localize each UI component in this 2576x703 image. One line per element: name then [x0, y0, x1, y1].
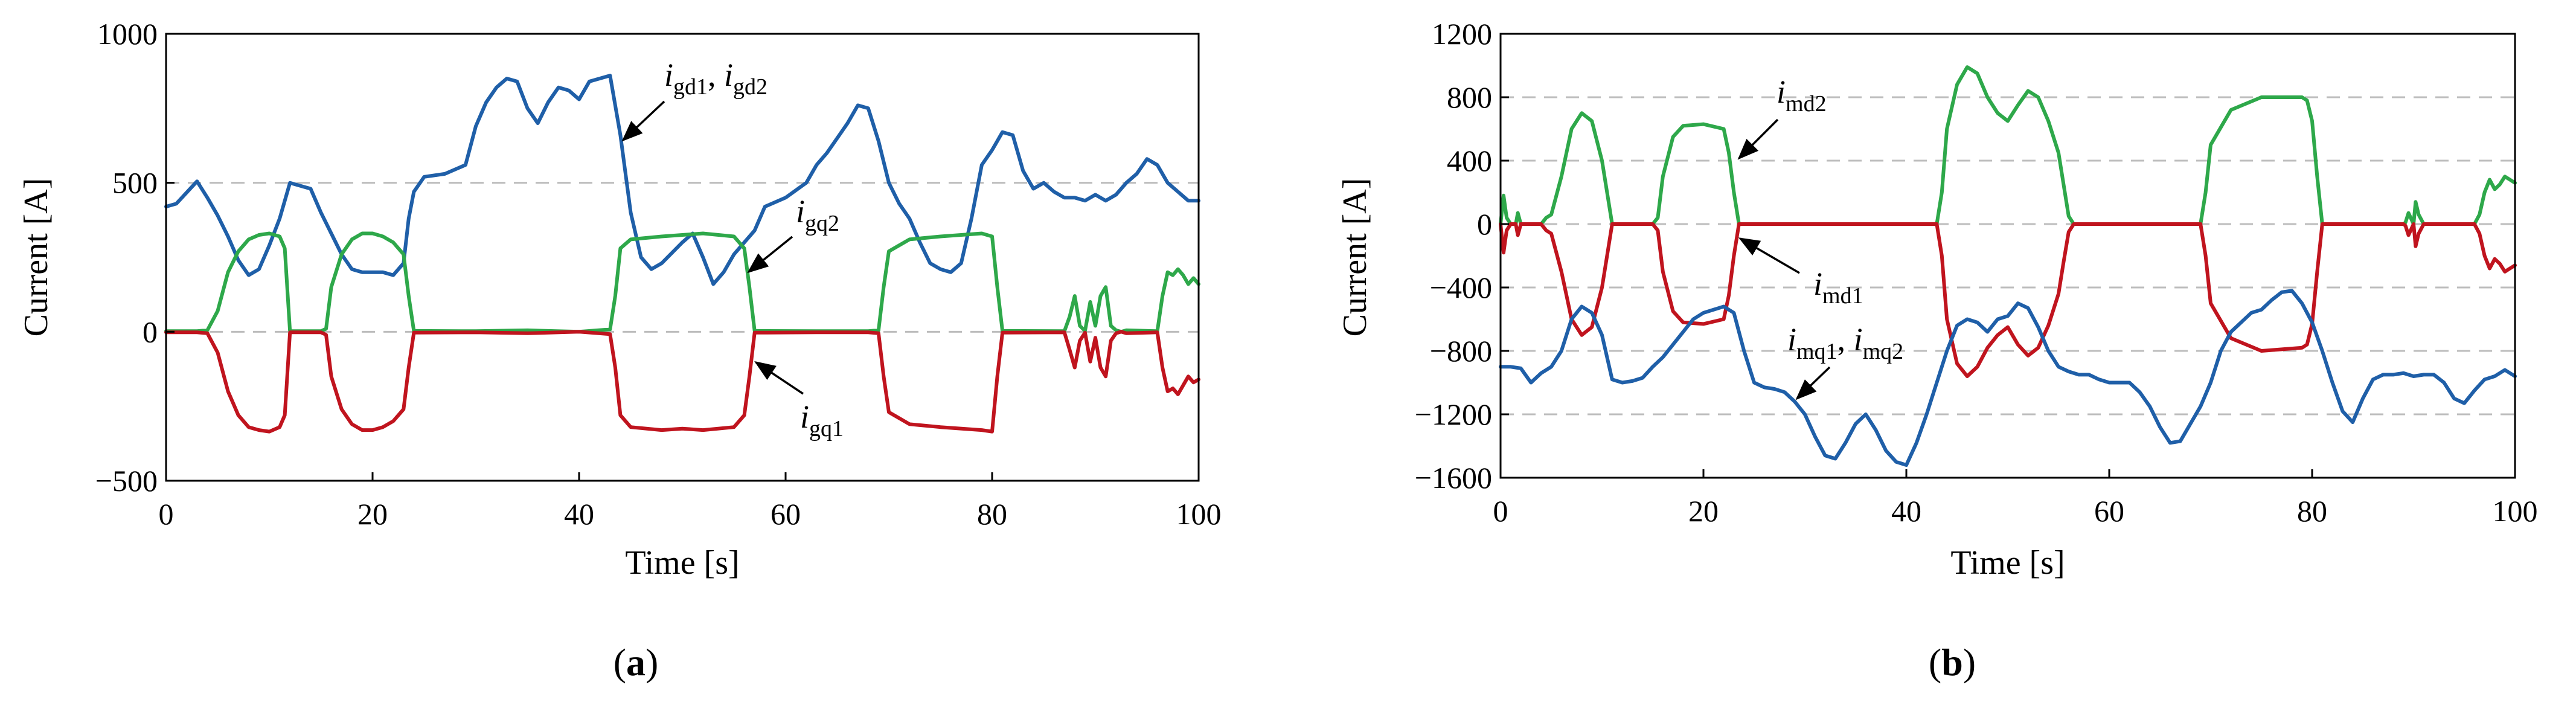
chart-b-ann-imq-sub1: mq1 [1796, 339, 1837, 364]
chart-a-series-1 [164, 231, 1200, 334]
chart-b-ann-imd2-base: i [1777, 74, 1786, 110]
chart-a-series [164, 74, 1200, 434]
chart-b-series-2 [1499, 289, 2517, 467]
chart-a-ann-igd-base1: i [664, 57, 673, 93]
chart-a-xlabel: Time [s] [625, 544, 739, 582]
chart-a-ann-igq2-base: i [796, 193, 805, 230]
chart-b-arrow-imd1 [1738, 237, 1800, 274]
chart-a-arrow-igq1 [754, 361, 804, 395]
chart-a-arrow-igq2 [747, 236, 793, 274]
chart-b-frame [1499, 33, 2516, 479]
chart-a-arrow-igd [621, 100, 665, 142]
chart-a-ann-igd-base2: i [724, 57, 733, 93]
chart-a-series-0 [164, 74, 1200, 286]
chart-a-annotation-igq1: igq1 [800, 399, 844, 441]
chart-b-arrow-imd2 [1737, 118, 1779, 160]
chart-b-arrow-imq [1795, 366, 1831, 400]
chart-a-frame [165, 33, 1200, 482]
chart-b-xtick-label: 40 [1891, 494, 1921, 528]
chart-a-ann-igq1-base: i [800, 399, 809, 435]
chart-a-ann-igd-sub1: gd1 [673, 74, 708, 100]
chart-b-xtick-label: 0 [1493, 494, 1508, 528]
chart-a-ytick-label: −500 [95, 464, 158, 498]
chart-b-ytick-label: −1600 [1415, 461, 1492, 495]
chart-b-annotation-imd2: imd2 [1777, 74, 1827, 117]
chart-b: 1200 800 400 0 −400 −800 −1200 −1600 0 20 40 60 80 1… [1336, 17, 2538, 684]
chart-a-x-ticks: 0 20 40 60 80 100 [159, 472, 1222, 531]
chart-a-ytick-label: 0 [143, 315, 158, 348]
chart-a-ann-igd-sub2: gd2 [733, 74, 767, 100]
chart-a-grid [166, 182, 1199, 333]
chart-a-y-ticks: 1000 500 0 −500 [95, 17, 175, 498]
chart-b-ann-imq-base2: i [1854, 321, 1863, 358]
chart-a-annotation-igq2: igq2 [796, 193, 839, 236]
chart-a-xtick-label: 100 [1176, 497, 1222, 531]
chart-a-annotation-igd: igd1, igd2 [664, 57, 767, 100]
chart-b-xtick-label: 20 [1688, 494, 1719, 528]
chart-b-ann-imq-sep: , [1837, 321, 1854, 358]
chart-b-xlabel: Time [s] [1950, 544, 2065, 582]
chart-b-xtick-label: 100 [2493, 494, 2538, 528]
chart-b-ann-imd2-sub: md2 [1786, 91, 1827, 117]
chart-b-grid [1501, 96, 2515, 416]
chart-b-ytick-label: 800 [1447, 80, 1492, 114]
chart-b-xtick-label: 60 [2094, 494, 2124, 528]
chart-b-ytick-label: 1200 [1432, 17, 1492, 51]
chart-b-ann-imd1-sub: md1 [1822, 283, 1863, 309]
chart-a-ann-igd-sep: , [708, 57, 724, 93]
chart-b-ann-imd1-base: i [1813, 266, 1822, 302]
chart-b-ytick-label: −1200 [1415, 397, 1492, 431]
chart-a-ylabel: Current [A] [18, 178, 55, 337]
chart-a-xtick-label: 20 [357, 497, 388, 531]
chart-a-ann-igq1-sub: gq1 [809, 416, 844, 441]
chart-a-ann-igq2-sub: gq2 [805, 211, 839, 236]
chart-b-ann-imq-base1: i [1787, 321, 1796, 358]
chart-a-ytick-label: 500 [112, 166, 158, 200]
chart-b-ytick-label: −800 [1430, 334, 1492, 368]
chart-b-series-0 [1499, 65, 2517, 226]
chart-b-annotation-imq: imq1, imq2 [1787, 321, 1903, 364]
chart-a-ytick-label: 1000 [97, 17, 158, 51]
chart-b-ytick-label: −400 [1430, 271, 1492, 304]
chart-b-series-1 [1499, 222, 2517, 378]
chart-a-panel-label: (a) [614, 641, 659, 684]
chart-b-xtick-label: 80 [2297, 494, 2327, 528]
chart-a-xtick-label: 60 [771, 497, 801, 531]
chart-b-y-ticks: 1200 800 400 0 −400 −800 −1200 −1600 [1415, 17, 1509, 495]
chart-b-ylabel: Current [A] [1336, 178, 1374, 337]
chart-b-series [1499, 65, 2517, 467]
chart-b-ann-imq-sub2: mq2 [1863, 339, 1904, 364]
chart-a-series-2 [164, 330, 1200, 434]
chart-b-panel-label: (b) [1929, 641, 1976, 684]
chart-b-ytick-label: 0 [1477, 207, 1492, 241]
chart-b-ytick-label: 400 [1447, 144, 1492, 178]
chart-b-x-ticks: 0 20 40 60 80 100 [1493, 469, 2538, 528]
chart-a-xtick-label: 40 [564, 497, 594, 531]
chart-a-xtick-label: 80 [977, 497, 1007, 531]
chart-b-annotation-imd1: imd1 [1813, 266, 1863, 309]
chart-a-xtick-label: 0 [159, 497, 174, 531]
